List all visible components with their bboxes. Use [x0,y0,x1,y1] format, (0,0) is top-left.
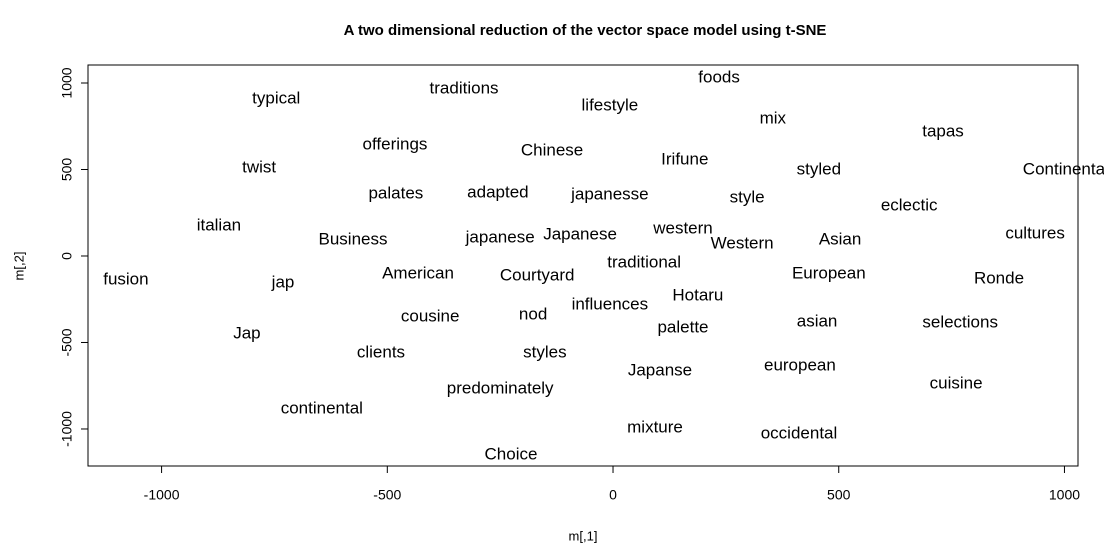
point-label: twist [242,157,276,176]
point-label: influences [572,294,649,313]
point-label: styles [523,343,566,362]
point-label: Irifune [661,149,708,168]
x-tick-label: 0 [609,487,617,503]
chart-title: A two dimensional reduction of the vecto… [344,22,827,39]
y-tick-label: 0 [59,252,75,260]
point-label: cultures [1005,223,1065,242]
point-label: Asian [819,230,862,249]
point-label: occidental [761,423,838,442]
point-label: predominately [447,379,554,398]
point-label: Continental [1023,159,1104,178]
point-label: palette [657,317,708,336]
point-label: adapted [467,182,528,201]
point-label: Choice [485,444,538,463]
point-label: clients [357,343,405,362]
point-label: cuisine [930,373,983,392]
y-axis-label: m[,2] [11,252,26,281]
x-tick-label: -1000 [144,487,180,503]
point-label: italian [197,216,241,235]
point-label: offerings [363,134,428,153]
point-label: traditions [430,79,499,98]
y-tick-label: -500 [59,328,75,356]
point-label: American [382,263,454,282]
point-label: asian [797,312,838,331]
x-tick-label: -500 [373,487,401,503]
point-label: cousine [401,307,460,326]
x-tick-label: 500 [827,487,851,503]
point-label: mixture [627,417,683,436]
point-label: jap [271,272,295,291]
point-label: continental [281,398,363,417]
x-axis-label: m[,1] [569,528,598,543]
y-tick-label: 1000 [59,67,75,98]
point-label: selections [922,312,998,331]
point-label: style [730,188,765,207]
point-label: european [764,355,836,374]
point-label: eclectic [881,195,938,214]
point-label: Japanse [628,361,692,380]
point-label: European [792,263,866,282]
point-label: foods [698,67,740,86]
point-label: traditional [607,252,681,271]
y-tick-label: 500 [59,158,75,182]
point-label: Business [319,230,388,249]
point-label: Courtyard [500,266,575,285]
point-label: tapas [922,121,964,140]
point-label: lifestyle [582,95,639,114]
point-label: fusion [103,270,148,289]
point-label: japanesse [570,184,649,203]
point-label: Western [711,234,774,253]
point-label: Jap [233,323,260,342]
point-label: nod [519,304,547,323]
point-label: typical [252,88,300,107]
point-label: western [652,218,713,237]
point-label: styled [797,159,841,178]
point-label: Japanese [543,225,617,244]
y-tick-label: -1000 [59,411,75,447]
point-label: palates [368,184,423,203]
point-label: Ronde [974,268,1024,287]
point-label: mix [760,108,787,127]
point-label: Chinese [521,140,583,159]
point-label: japanese [465,227,535,246]
x-tick-label: 1000 [1049,487,1080,503]
point-label: Hotaru [672,285,723,304]
